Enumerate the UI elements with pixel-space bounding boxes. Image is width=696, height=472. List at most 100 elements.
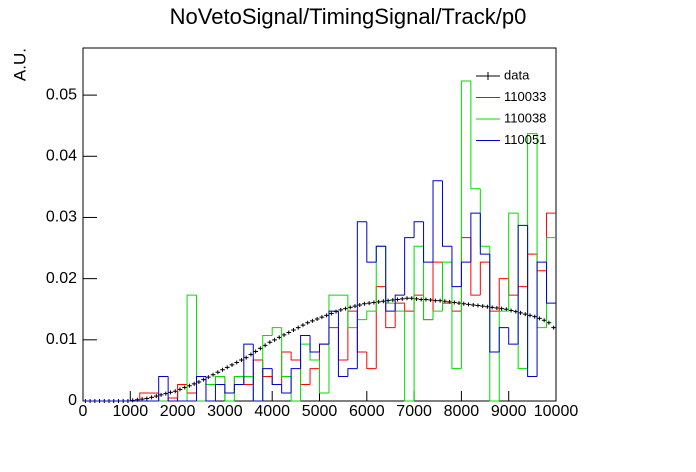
histogram-bin (233, 383, 244, 394)
data-point (272, 337, 277, 342)
data-point (352, 304, 358, 309)
y-tick-label: 0.05 (46, 86, 77, 103)
data-point (310, 318, 315, 323)
histogram-bin (432, 310, 443, 320)
data-point (338, 307, 344, 312)
data-point (385, 298, 391, 303)
data-point (182, 385, 188, 390)
data-point (513, 309, 519, 314)
histogram-bin (205, 376, 216, 402)
histogram-bin (546, 262, 556, 304)
data-point (371, 300, 377, 305)
data-point (395, 297, 400, 302)
data-point (466, 302, 471, 307)
data-point (399, 296, 405, 301)
histogram-bin (196, 376, 206, 401)
y-tick-label: 0 (68, 392, 77, 409)
y-tick-label: 0.04 (46, 148, 77, 165)
histogram-bin (404, 237, 415, 296)
data-point (347, 305, 353, 310)
x-tick-label: 3000 (207, 403, 243, 420)
data-point (456, 301, 462, 306)
data-point (196, 380, 202, 385)
data-point (149, 395, 154, 400)
histogram-bin (394, 294, 405, 312)
data-point (158, 392, 164, 397)
data-point (404, 296, 410, 301)
data-point (470, 302, 476, 307)
data-point (215, 370, 221, 375)
data-point (451, 300, 457, 305)
histogram-bin (271, 368, 282, 385)
x-tick-label: 9000 (491, 403, 527, 420)
histogram-bin (309, 368, 320, 385)
data-point (551, 325, 556, 330)
histogram-bin (158, 376, 169, 401)
data-point (380, 299, 386, 304)
data-point (172, 389, 178, 394)
data-point (205, 375, 211, 380)
histogram-bin (290, 368, 301, 394)
histogram-bin (281, 327, 292, 378)
data-point (319, 315, 325, 320)
histogram-bin (319, 343, 329, 353)
histogram-bin (489, 254, 500, 353)
x-tick-label: 1000 (113, 403, 149, 420)
data-point (139, 397, 145, 402)
data-point (324, 313, 329, 318)
histogram-bin (347, 368, 358, 377)
histogram-bin (441, 261, 452, 312)
data-point (518, 310, 523, 315)
data-point (376, 299, 381, 304)
x-tick-label: 4000 (254, 403, 290, 420)
histogram-bin (423, 246, 434, 321)
histogram-bin (508, 327, 519, 345)
data-point (191, 381, 197, 386)
data-point (527, 313, 533, 318)
data-point (224, 365, 230, 370)
data-point (163, 391, 169, 396)
legend-label: data (504, 67, 530, 82)
data-point (248, 352, 254, 357)
data-point (409, 296, 415, 301)
histogram-bin (167, 376, 178, 402)
legend-label: 110051 (504, 132, 546, 147)
data-point (442, 299, 448, 304)
x-tick-label: 8000 (444, 403, 480, 420)
data-point (234, 360, 240, 365)
data-point (220, 367, 225, 372)
data-point (258, 346, 263, 351)
data-point (357, 302, 363, 307)
histogram-bin (375, 245, 386, 263)
y-axis-label: A.U. (10, 48, 29, 81)
data-point (503, 307, 509, 312)
histogram-bin (252, 344, 263, 402)
data-point (243, 355, 249, 360)
data-point (229, 362, 235, 367)
data-point (153, 394, 159, 399)
data-point (291, 328, 296, 333)
legend-label: 110038 (504, 110, 546, 125)
data-point (489, 305, 495, 310)
histogram-bin (309, 335, 320, 353)
histogram-bin (470, 212, 481, 263)
histogram-bin (319, 360, 329, 394)
data-point (390, 298, 396, 303)
data-point (314, 317, 320, 322)
x-tick-label: 6000 (349, 403, 385, 420)
y-tick-label: 0.03 (46, 209, 77, 226)
histogram-bin (527, 225, 538, 378)
x-tick-label: 2000 (160, 403, 196, 420)
histogram-bin (498, 327, 509, 353)
histogram-bin (224, 384, 235, 394)
series-step (83, 180, 556, 402)
x-tick-label: 10000 (534, 403, 579, 420)
histogram-bin (451, 262, 462, 370)
histogram-bin (404, 311, 415, 402)
data-point (177, 387, 183, 392)
data-point (475, 303, 481, 308)
data-point (362, 301, 367, 306)
histogram-bin (328, 294, 339, 394)
histogram-bin (281, 384, 292, 394)
data-point (437, 298, 443, 303)
